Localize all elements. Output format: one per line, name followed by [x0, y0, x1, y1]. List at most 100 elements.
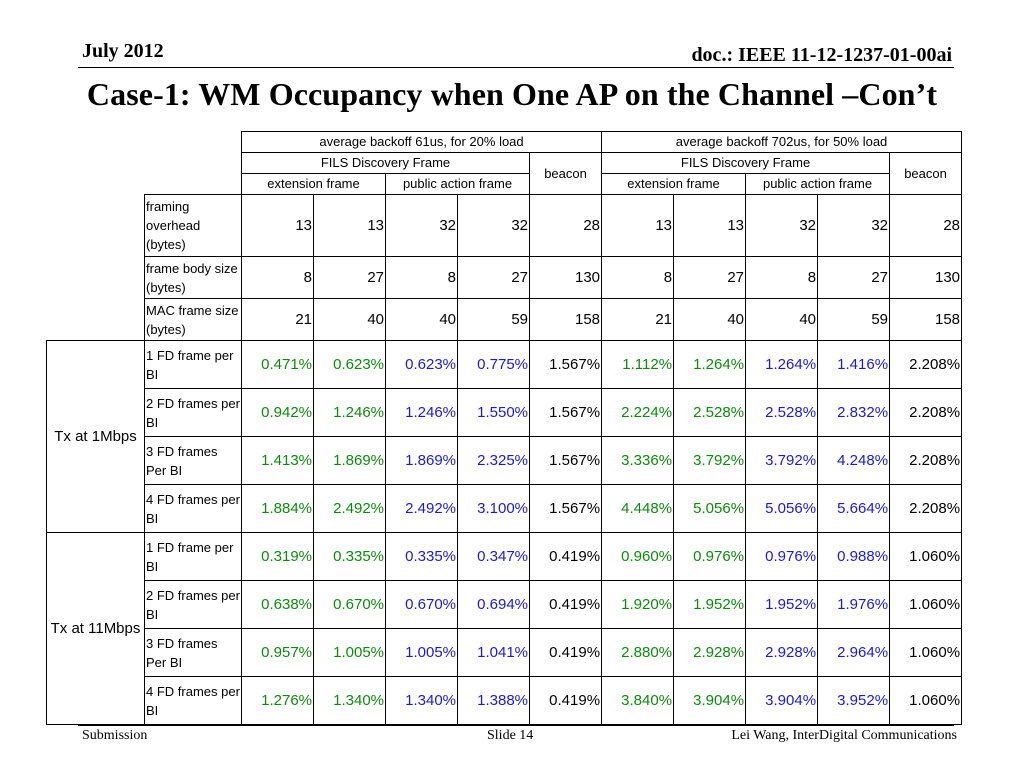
occupancy-value: 0.419%	[528, 580, 603, 629]
occupancy-value: 2.208%	[889, 388, 963, 437]
occupancy-value: 4.248%	[817, 436, 891, 485]
occupancy-value: 0.335%	[313, 532, 386, 581]
occupancy-value: 1.264%	[745, 340, 819, 389]
occupancy-value: 2.208%	[889, 436, 963, 485]
frame-type-header: public action frame	[385, 173, 530, 195]
tx-rate-label: Tx at 11Mbps	[46, 532, 145, 725]
left-blank	[47, 299, 145, 341]
header-doc-id: doc.: IEEE 11-12-1237-01-00ai	[691, 44, 952, 66]
occupancy-value: 3.336%	[601, 436, 675, 485]
param-row: framing overhead (bytes) 13 13 32 32 28 13 13 32…	[47, 194, 963, 257]
occupancy-value: 0.638%	[241, 580, 314, 629]
occupancy-value: 1.005%	[313, 628, 386, 677]
footer-author: Lei Wang, InterDigital Communications	[731, 728, 957, 743]
occupancy-value: 1.060%	[889, 532, 963, 581]
occupancy-value: 0.670%	[313, 580, 386, 629]
occupancy-value: 4.448%	[601, 484, 675, 533]
param-value: 32	[817, 194, 891, 257]
occupancy-value: 1.246%	[313, 388, 386, 437]
footer-slide-number: Slide 14	[487, 728, 534, 743]
slide-title: Case-1: WM Occupancy when One AP on the …	[86, 76, 938, 112]
fd-frames-label: 1 FD frame per BI	[144, 532, 242, 581]
occupancy-value: 1.276%	[241, 676, 314, 725]
occupancy-value: 0.942%	[241, 388, 314, 437]
param-row: frame body size (bytes) 8 27 8 27 130 8 27 8 27 13…	[47, 256, 963, 299]
occupancy-row: 3 FD frames Per BI 0.957% 1.005% 1.005% 1.04…	[47, 628, 963, 677]
occupancy-row: Tx at 11Mbps 1 FD frame per BI 0.319% 0.335…	[46, 532, 963, 725]
occupancy-value: 2.528%	[745, 388, 819, 437]
occupancy-value: 1.388%	[457, 676, 530, 725]
fd-frames-label: 4 FD frames per BI	[144, 676, 242, 725]
occupancy-value: 2.928%	[673, 628, 747, 677]
tx-rate-label: Tx at 1Mbps	[46, 340, 145, 533]
occupancy-table: average backoff 61us, for 20% load averag…	[46, 131, 963, 725]
beacon-header: beacon	[889, 152, 963, 195]
occupancy-value: 1.246%	[385, 388, 458, 437]
footer-divider	[78, 725, 954, 726]
param-value: 8	[385, 256, 458, 299]
occupancy-value: 0.988%	[817, 532, 891, 581]
occupancy-value: 0.419%	[528, 628, 603, 677]
fd-frames-label: 2 FD frames per BI	[144, 580, 242, 629]
param-value: 32	[745, 194, 819, 257]
header-date: July 2012	[82, 40, 164, 62]
occupancy-value: 1.060%	[889, 628, 963, 677]
param-label: MAC frame size (bytes)	[144, 298, 242, 341]
occupancy-value: 0.347%	[457, 532, 530, 581]
occupancy-value: 1.567%	[528, 484, 603, 533]
param-value: 32	[385, 194, 458, 257]
param-value: 158	[528, 298, 603, 341]
occupancy-value: 1.060%	[889, 580, 963, 629]
param-value: 13	[313, 194, 386, 257]
occupancy-value: 0.694%	[457, 580, 530, 629]
param-value: 21	[241, 298, 314, 341]
left-blank	[47, 195, 145, 257]
occupancy-value: 0.419%	[528, 532, 603, 581]
occupancy-value: 1.060%	[889, 676, 963, 725]
occupancy-value: 2.325%	[457, 436, 530, 485]
occupancy-row: 2 FD frames per BI 0.942% 1.246% 1.246% 1.55…	[47, 388, 963, 437]
load-group-header: average backoff 702us, for 50% load	[601, 131, 963, 153]
fd-frames-label: 3 FD frames Per BI	[144, 436, 242, 485]
occupancy-value: 1.112%	[601, 340, 675, 389]
fd-frames-label: 2 FD frames per BI	[144, 388, 242, 437]
occupancy-value: 3.904%	[745, 676, 819, 725]
param-value: 40	[385, 298, 458, 341]
occupancy-value: 3.792%	[745, 436, 819, 485]
occupancy-value: 0.335%	[385, 532, 458, 581]
param-row: MAC frame size (bytes) 21 40 40 59 158 21 40 40 5…	[47, 298, 963, 341]
occupancy-value: 2.208%	[889, 340, 963, 389]
fd-frames-label: 3 FD frames Per BI	[144, 628, 242, 677]
occupancy-row: 2 FD frames per BI 0.638% 0.670% 0.670% 0.69…	[47, 580, 963, 629]
occupancy-value: 1.869%	[313, 436, 386, 485]
param-value: 8	[745, 256, 819, 299]
param-label: framing overhead (bytes)	[144, 194, 242, 257]
occupancy-value: 3.840%	[601, 676, 675, 725]
param-value: 130	[528, 256, 603, 299]
param-label: frame body size (bytes)	[144, 256, 242, 299]
param-value: 8	[601, 256, 675, 299]
occupancy-value: 2.224%	[601, 388, 675, 437]
param-value: 40	[673, 298, 747, 341]
occupancy-value: 0.976%	[745, 532, 819, 581]
frame-type-header: extension frame	[241, 173, 386, 195]
param-value: 32	[457, 194, 530, 257]
occupancy-value: 0.976%	[673, 532, 747, 581]
occupancy-value: 2.964%	[817, 628, 891, 677]
occupancy-value: 3.100%	[457, 484, 530, 533]
occupancy-value: 2.928%	[745, 628, 819, 677]
corner-blank	[47, 132, 242, 195]
occupancy-value: 1.550%	[457, 388, 530, 437]
occupancy-value: 1.264%	[673, 340, 747, 389]
occupancy-value: 1.005%	[385, 628, 458, 677]
occupancy-value: 1.340%	[313, 676, 386, 725]
footer-submission: Submission	[82, 728, 148, 743]
occupancy-value: 1.884%	[241, 484, 314, 533]
occupancy-value: 2.528%	[673, 388, 747, 437]
occupancy-value: 1.952%	[673, 580, 747, 629]
occupancy-value: 3.904%	[673, 676, 747, 725]
fd-frames-label: 4 FD frames per BI	[144, 484, 242, 533]
param-value: 130	[889, 256, 963, 299]
occupancy-value: 0.319%	[241, 532, 314, 581]
occupancy-value: 1.567%	[528, 436, 603, 485]
